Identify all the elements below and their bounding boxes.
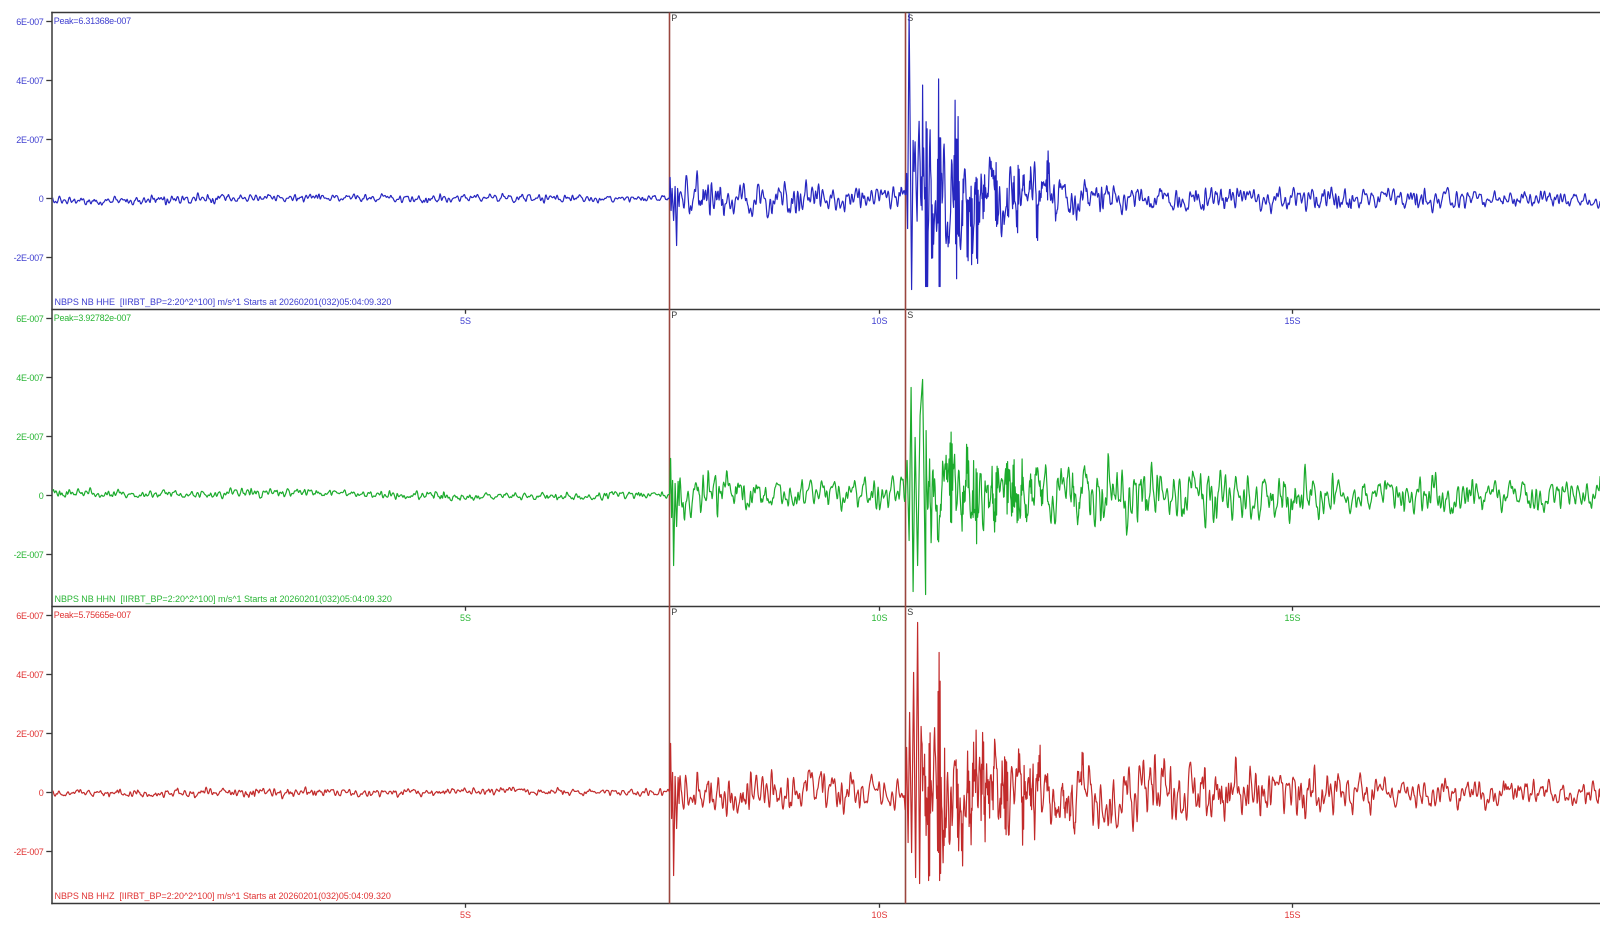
svg-text:P: P (671, 607, 677, 617)
svg-text:S: S (907, 607, 913, 617)
svg-text:-2E-007: -2E-007 (14, 253, 44, 263)
svg-text:Peak=5.75665e-007: Peak=5.75665e-007 (54, 610, 131, 620)
svg-text:0: 0 (39, 788, 44, 798)
svg-text:NBPS NB HHN [IIRBT_BP=2:20^2^: NBPS NB HHN [IIRBT_BP=2:20^2^100] m/s^1 … (55, 594, 392, 604)
svg-text:4E-007: 4E-007 (16, 670, 44, 680)
svg-text:NBPS NB HHZ [IIRBT_BP=2:20^2^: NBPS NB HHZ [IIRBT_BP=2:20^2^100] m/s^1 … (55, 891, 391, 901)
svg-text:5S: 5S (460, 613, 471, 623)
svg-text:10S: 10S (871, 910, 887, 920)
svg-text:15S: 15S (1284, 910, 1300, 920)
svg-text:6E-007: 6E-007 (16, 17, 44, 27)
svg-text:P: P (671, 13, 677, 23)
svg-text:0: 0 (39, 491, 44, 501)
svg-text:5S: 5S (460, 316, 471, 326)
svg-text:0: 0 (39, 194, 44, 204)
svg-text:6E-007: 6E-007 (16, 611, 44, 621)
svg-text:4E-007: 4E-007 (16, 373, 44, 383)
svg-text:15S: 15S (1284, 613, 1300, 623)
svg-text:S: S (907, 13, 913, 23)
svg-text:-2E-007: -2E-007 (14, 550, 44, 560)
svg-text:NBPS NB HHE [IIRBT_BP=2:20^2^: NBPS NB HHE [IIRBT_BP=2:20^2^100] m/s^1 … (55, 297, 392, 307)
svg-text:S: S (907, 310, 913, 320)
svg-text:2E-007: 2E-007 (16, 135, 44, 145)
svg-text:-2E-007: -2E-007 (14, 847, 44, 857)
svg-text:10S: 10S (871, 316, 887, 326)
svg-text:5S: 5S (460, 910, 471, 920)
svg-text:2E-007: 2E-007 (16, 432, 44, 442)
svg-text:15S: 15S (1284, 316, 1300, 326)
svg-text:6E-007: 6E-007 (16, 314, 44, 324)
svg-text:P: P (671, 310, 677, 320)
svg-text:Peak=3.92782e-007: Peak=3.92782e-007 (54, 313, 131, 323)
svg-text:10S: 10S (871, 613, 887, 623)
svg-text:4E-007: 4E-007 (16, 76, 44, 86)
svg-text:2E-007: 2E-007 (16, 729, 44, 739)
svg-text:Peak=6.31368e-007: Peak=6.31368e-007 (54, 16, 131, 26)
